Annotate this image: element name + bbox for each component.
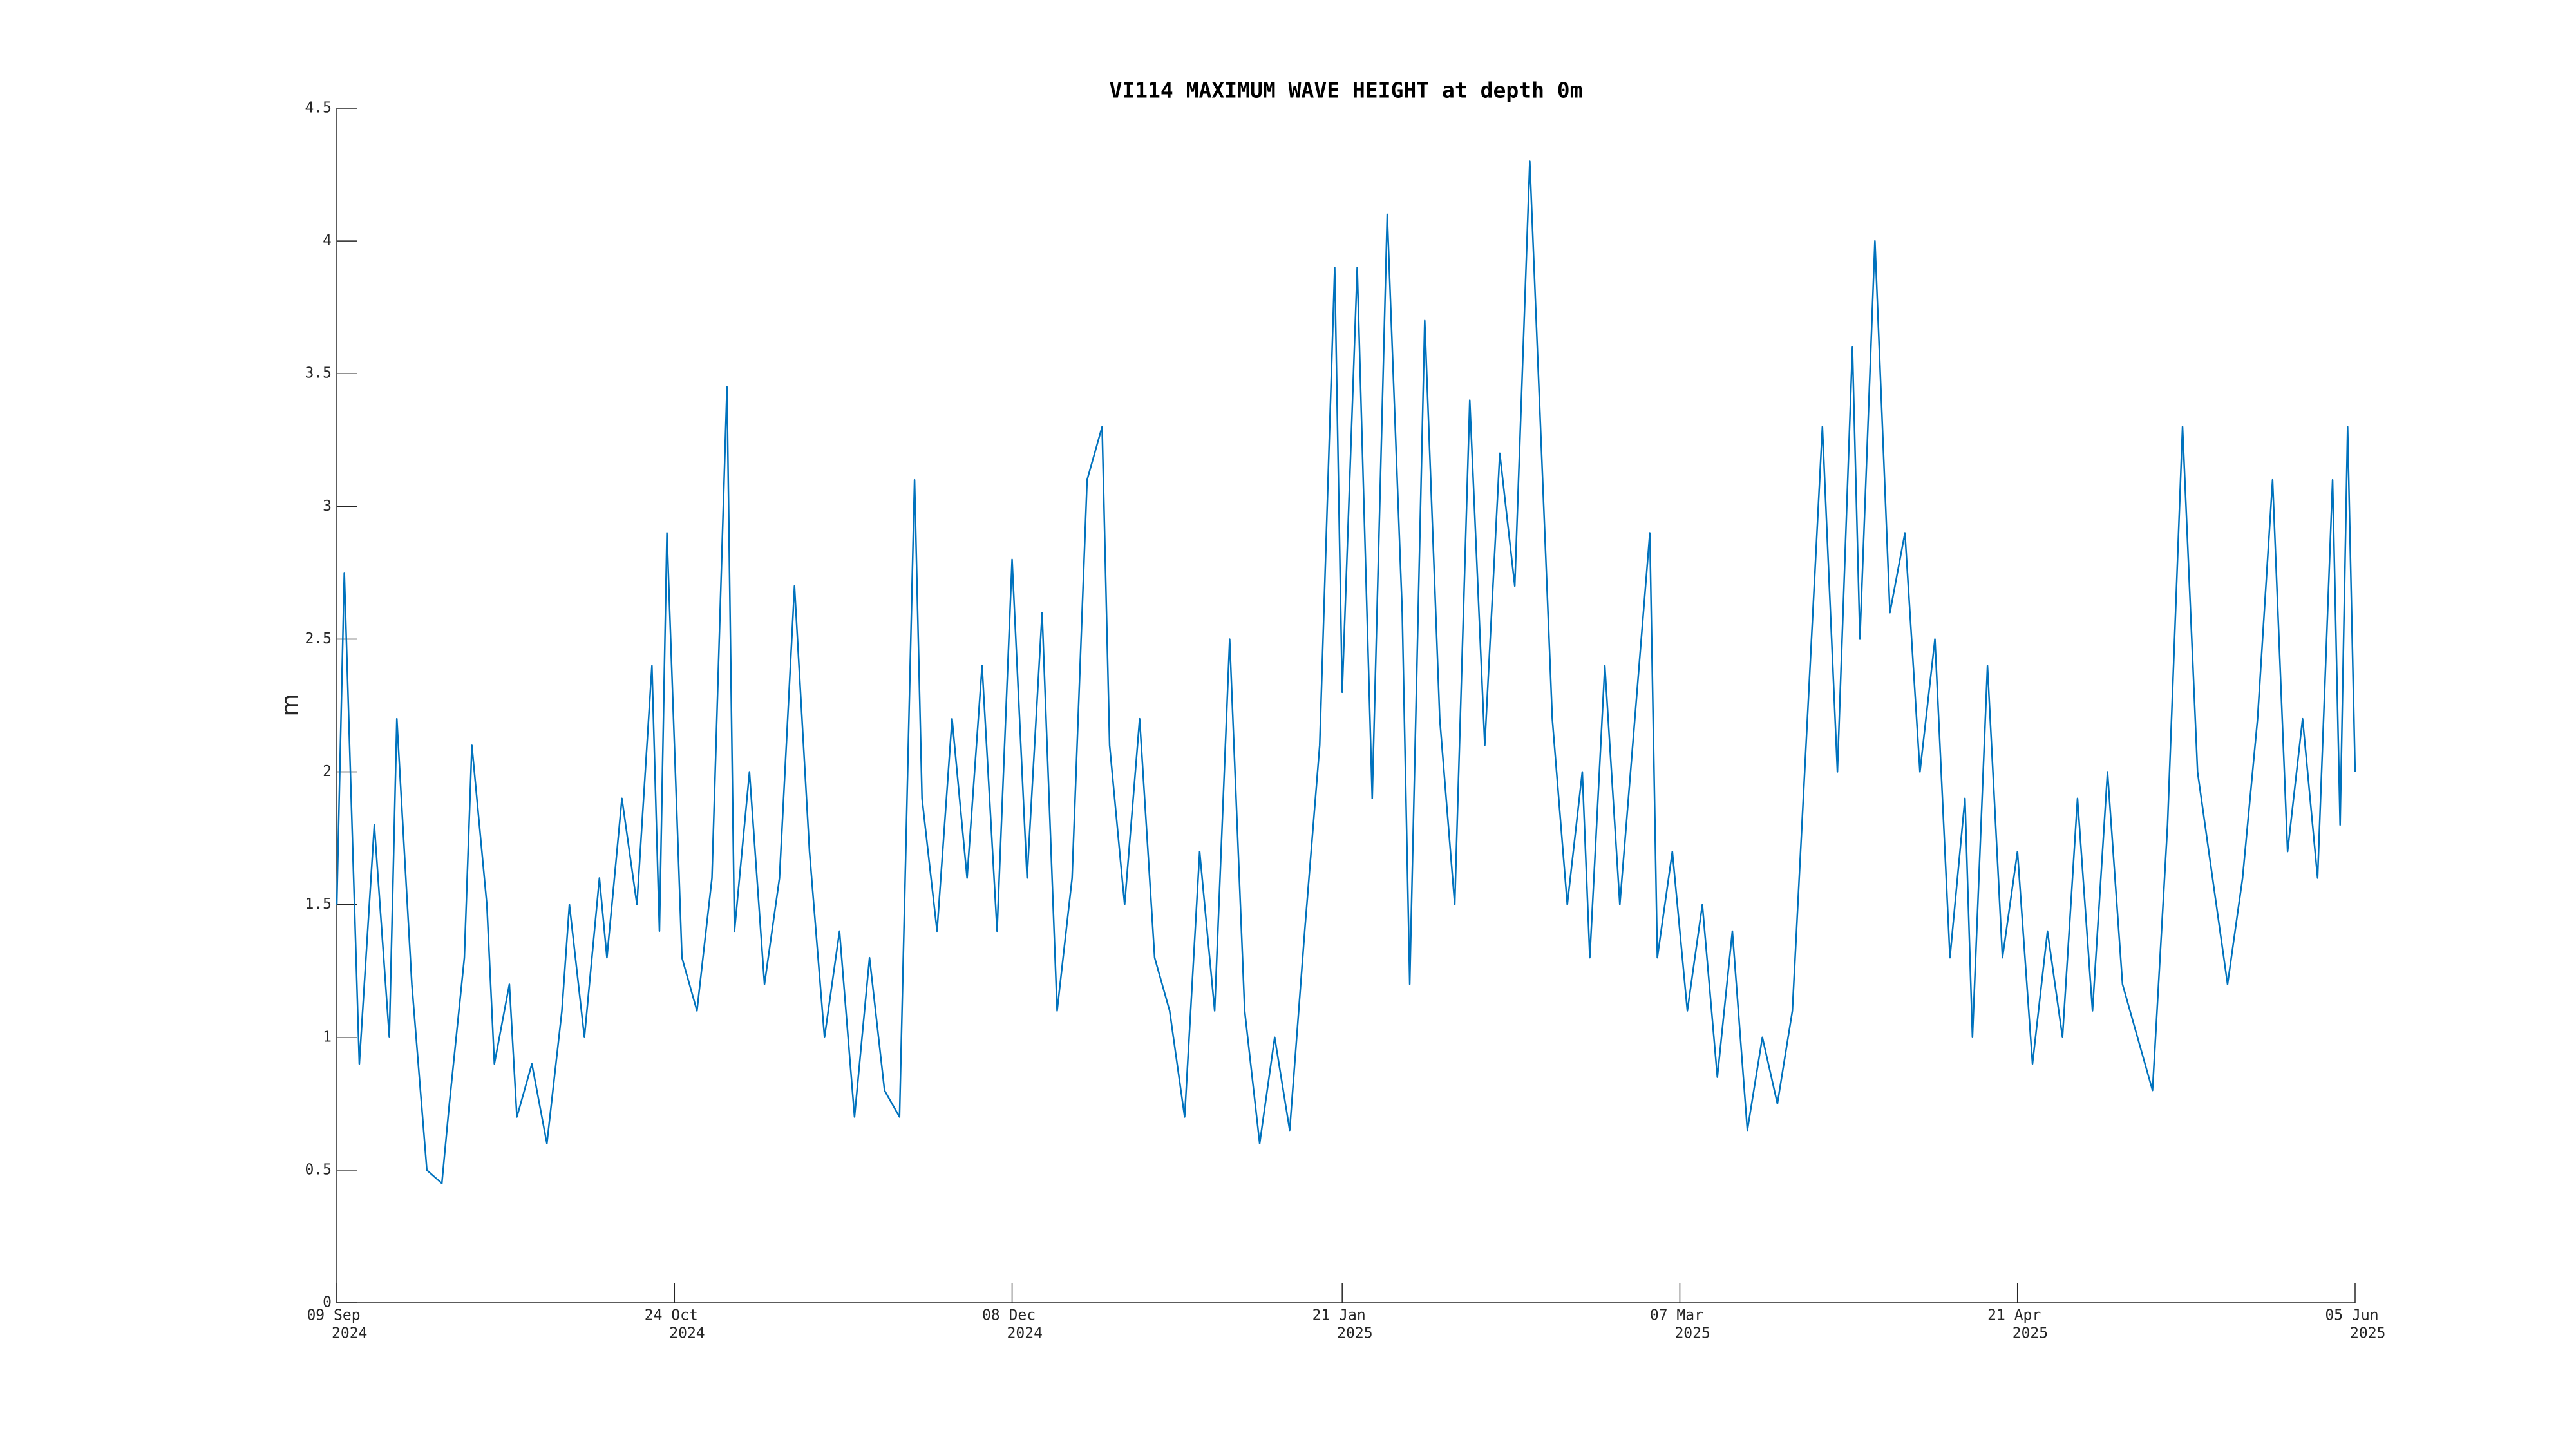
y-tick-label: 3 [323, 498, 332, 515]
x-tick-label: 21 Jan [1312, 1307, 1366, 1324]
x-tick-label: 08 Dec [982, 1307, 1036, 1324]
x-tick-label: 2024 [669, 1325, 705, 1342]
x-tick-label: 21 Apr [1987, 1307, 2041, 1324]
y-tick-label: 3.5 [305, 365, 332, 382]
y-axis-label: m [277, 694, 303, 716]
x-tick-label: 07 Mar [1650, 1307, 1703, 1324]
x-tick-label: 2024 [332, 1325, 367, 1342]
x-tick-label: 2025 [1337, 1325, 1372, 1342]
y-tick-label: 1.5 [305, 896, 332, 913]
x-tick-label: 2025 [2350, 1325, 2385, 1342]
y-tick-label: 1 [323, 1028, 332, 1045]
chart-title: VI114 MAXIMUM WAVE HEIGHT at depth 0m [1109, 78, 1582, 103]
data-line [336, 160, 2356, 1184]
x-tick-label: 05 Jun [2325, 1307, 2378, 1324]
x-tick-label: 2025 [1674, 1325, 1710, 1342]
y-tick-label: 2.5 [305, 630, 332, 647]
x-tick-label: 2024 [1007, 1325, 1043, 1342]
y-tick-label: 0.5 [305, 1161, 332, 1178]
y-tick-label: 4.5 [305, 100, 332, 117]
y-tick-label: 4 [323, 232, 332, 249]
x-tick-label: 24 Oct [645, 1307, 698, 1324]
y-tick-label: 0 [323, 1294, 332, 1311]
x-tick-label: 2025 [2012, 1325, 2048, 1342]
x-tick-label: 09 Sep [307, 1307, 360, 1324]
y-tick-label: 2 [323, 763, 332, 780]
